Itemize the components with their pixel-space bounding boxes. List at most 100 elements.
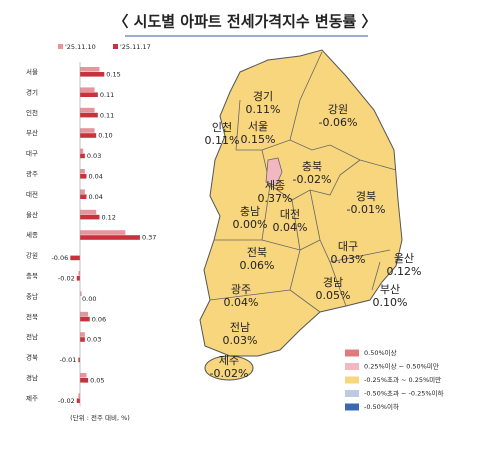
value-label: 0.37 <box>142 234 156 242</box>
region-borders <box>209 51 397 313</box>
bar <box>78 393 80 398</box>
region-change: 0.15% <box>241 133 276 146</box>
value-label: 0.04 <box>88 193 102 201</box>
bar <box>80 332 85 337</box>
map-legend-swatch <box>345 403 359 411</box>
bar <box>80 72 105 77</box>
bar <box>80 230 126 235</box>
map-legend-swatch <box>345 390 359 397</box>
category-label: 부산 <box>26 128 38 137</box>
value-label: -0.02 <box>58 397 75 405</box>
bar <box>70 255 80 261</box>
category-label: 제주 <box>26 394 38 402</box>
bar <box>80 148 84 154</box>
region-change: -0.06% <box>319 116 358 129</box>
region-name: 경기 <box>253 90 273 103</box>
value-label: 0.03 <box>87 152 101 160</box>
bar <box>80 291 82 296</box>
region-name: 세종 <box>265 179 285 192</box>
region-change: 0.03% <box>223 334 258 347</box>
value-label: -0.02 <box>58 275 75 283</box>
legend-label: '25.11.17 <box>120 43 151 51</box>
bar <box>80 174 87 179</box>
map-legend-swatch <box>345 363 359 370</box>
region-change: 0.11% <box>246 103 281 116</box>
category-label: 세종 <box>26 230 38 239</box>
legend-label: '25.11.10 <box>65 43 96 51</box>
region-name: 강원 <box>328 103 348 116</box>
category-label: 인천 <box>26 108 38 117</box>
value-label: 0.05 <box>90 377 104 385</box>
region-name: 대전 <box>280 208 300 221</box>
bar <box>80 194 87 199</box>
bar <box>76 276 80 281</box>
category-label: 경남 <box>26 373 38 382</box>
region-change: 0.04% <box>273 221 308 234</box>
sejong-area <box>265 157 283 187</box>
category-label: 경기 <box>26 87 38 96</box>
bar <box>78 271 80 276</box>
category-label: 강원 <box>26 251 38 260</box>
value-label: 0.15 <box>106 71 120 79</box>
bar <box>80 107 95 113</box>
bar <box>80 378 89 383</box>
region-change: -0.01% <box>347 203 386 216</box>
category-label: 전북 <box>26 312 38 321</box>
jeju-island <box>204 355 254 381</box>
bar <box>80 209 97 215</box>
region-name: 대구 <box>338 240 358 253</box>
region-change: 0.05% <box>316 289 351 302</box>
bar <box>80 112 98 118</box>
category-label: 대구 <box>26 150 38 158</box>
category-label: 충남 <box>26 291 38 300</box>
bar <box>80 189 85 194</box>
legend-swatch <box>58 44 63 49</box>
bar <box>80 311 89 317</box>
bar <box>80 235 140 240</box>
korea-outline <box>199 49 403 357</box>
value-label: -0.01 <box>60 356 77 364</box>
region-change: 0.12% <box>387 265 422 278</box>
region-change: 0.10% <box>373 296 408 309</box>
map-legend-label: 0.50%이상 <box>364 348 397 357</box>
map-legend-label: 0.25%이상 ~ 0.50%미만 <box>364 362 439 371</box>
region-name: 부산 <box>380 283 400 296</box>
value-label: 0.11 <box>100 111 114 119</box>
region-name: 서울 <box>248 120 268 133</box>
region-change: 0.37% <box>258 192 293 205</box>
region-name: 광주 <box>231 283 251 296</box>
region-name: 인천 <box>212 120 232 134</box>
value-label: 0.04 <box>88 173 102 181</box>
region-name: 경남 <box>323 276 343 289</box>
bar <box>80 337 85 342</box>
category-label: 울산 <box>26 210 38 219</box>
region-change: 0.06% <box>240 259 275 272</box>
bar <box>80 214 100 220</box>
category-label: 광주 <box>26 170 38 178</box>
region-name: 전남 <box>230 321 250 334</box>
map-legend-swatch <box>345 376 359 384</box>
bar <box>80 128 95 133</box>
region-change: 0.00% <box>233 218 268 231</box>
map-legend-label: -0.50%초과 ~ -0.25%이하 <box>364 389 444 398</box>
region-name: 충북 <box>302 160 322 173</box>
bar <box>80 67 100 72</box>
bar <box>80 92 98 97</box>
bar <box>80 133 97 138</box>
bar <box>80 169 85 174</box>
region-change: -0.02% <box>210 367 249 380</box>
map-legend-label: -0.25%초과 ~ 0.25%미만 <box>364 375 441 384</box>
bar <box>80 316 90 322</box>
map-legend-swatch <box>345 349 359 357</box>
region-name: 제주 <box>219 354 239 367</box>
bar <box>80 373 87 378</box>
bar <box>80 87 95 92</box>
region-name: 충남 <box>240 205 260 218</box>
value-label: 0.11 <box>100 91 114 99</box>
value-label: 0.06 <box>92 315 106 323</box>
region-name: 경북 <box>356 190 376 203</box>
region-change: 0.11% <box>205 134 240 147</box>
region-name: 울산 <box>394 252 414 265</box>
category-label: 전남 <box>26 332 38 341</box>
title: 〈 시도별 아파트 전세가격지수 변동률 〉 <box>113 13 376 31</box>
